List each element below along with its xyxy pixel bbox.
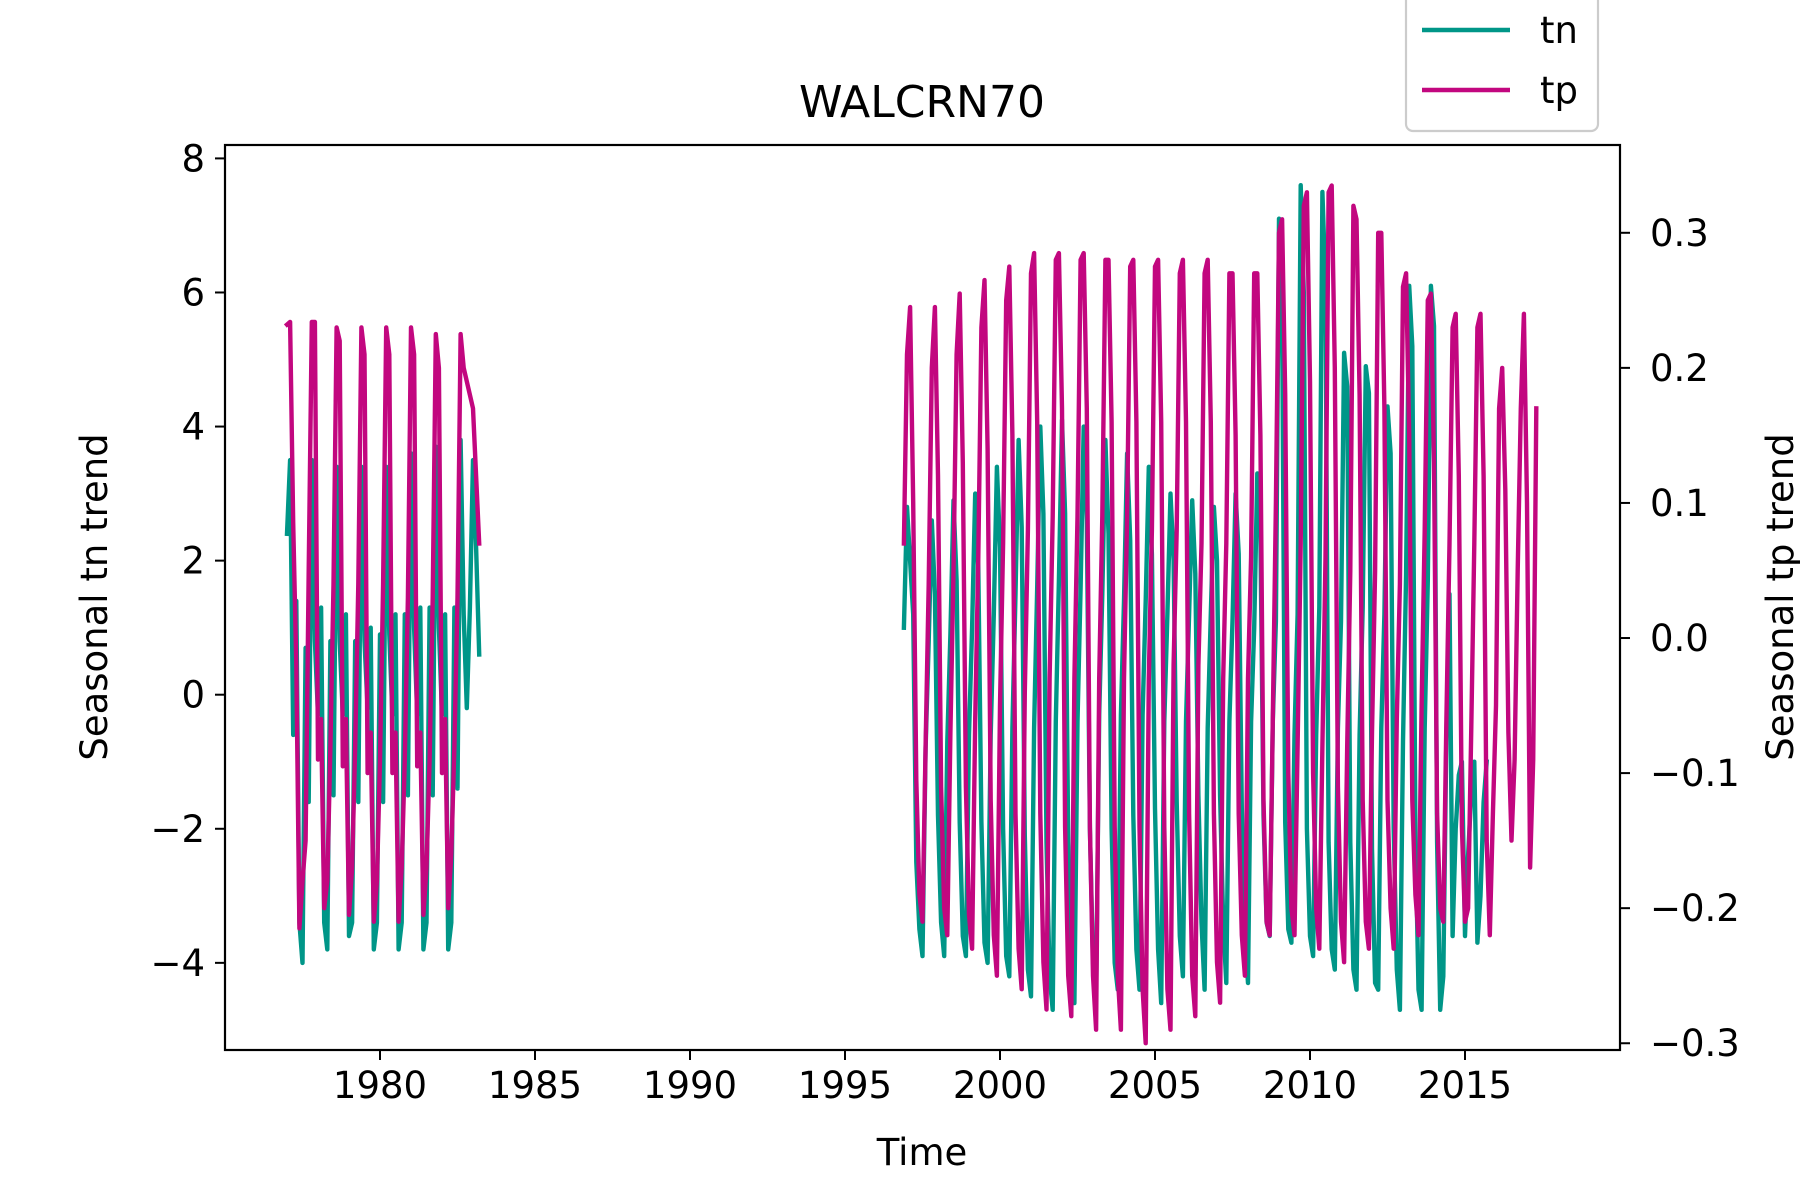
x-tick-label: 2005 xyxy=(1108,1064,1202,1107)
y-right-tick-label: −0.1 xyxy=(1650,752,1740,795)
y-right-tick-label: 0.3 xyxy=(1650,212,1709,255)
y-left-tick-label: 6 xyxy=(181,271,205,314)
y-axis-right: 0.3 0.2 0.1 0.0 −0.1 −0.2 −0.3 xyxy=(1620,212,1740,1065)
legend-box xyxy=(1404,0,1600,133)
x-tick-label: 2000 xyxy=(953,1064,1047,1107)
x-tick-label: 2015 xyxy=(1418,1064,1512,1107)
x-tick-label: 1985 xyxy=(488,1064,582,1107)
y-left-tick-label: 2 xyxy=(181,540,205,583)
y-left-tick-label: 4 xyxy=(181,406,205,449)
y-left-tick-label: 0 xyxy=(181,674,205,717)
x-axis-title: Time xyxy=(876,1131,968,1174)
series-layer xyxy=(283,182,1539,1046)
y-right-tick-label: −0.2 xyxy=(1650,887,1740,930)
legend: tn tp xyxy=(1404,0,1600,133)
legend-tp-label: tp xyxy=(1540,69,1578,112)
y-left-tick-label: −4 xyxy=(150,942,205,985)
x-tick-label: 1980 xyxy=(333,1064,427,1107)
y-right-tick-label: 0.2 xyxy=(1650,347,1709,390)
legend-tn-label: tn xyxy=(1540,9,1578,52)
y-left-tick-label: −2 xyxy=(150,808,205,851)
plot-frame xyxy=(223,143,1622,1052)
y-right-tick-label: 0.0 xyxy=(1650,617,1709,660)
y-right-tick-label: −0.3 xyxy=(1650,1022,1740,1065)
x-tick-label: 2010 xyxy=(1263,1064,1357,1107)
y-axis-left: 8 6 4 2 0 −2 −4 xyxy=(150,137,225,985)
series-tp-line xyxy=(283,319,482,931)
y-axis-right-title: Seasonal tp trend xyxy=(1759,433,1800,760)
chart-title: WALCRN70 xyxy=(799,77,1045,128)
x-tick-label: 1995 xyxy=(798,1064,892,1107)
x-axis: 1980 1985 1990 1995 2000 2005 2010 2015 xyxy=(333,1050,1512,1107)
y-axis-left-title: Seasonal tn trend xyxy=(73,433,116,760)
y-left-tick-label: 8 xyxy=(181,137,205,180)
y-right-tick-label: 0.1 xyxy=(1650,482,1709,525)
series-tp-line xyxy=(901,183,1539,1046)
x-tick-label: 1990 xyxy=(643,1064,737,1107)
